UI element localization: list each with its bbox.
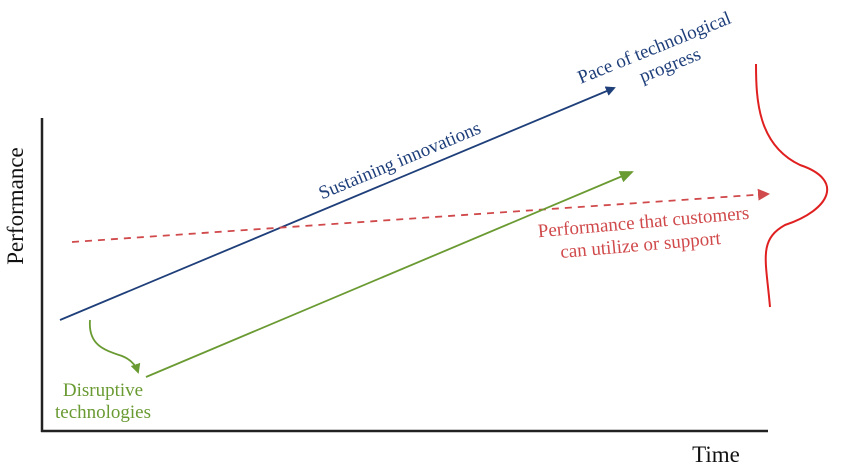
disruptive-technologies-arrow [145,171,634,378]
sustaining-innovations-label: Sustaining innovations [316,118,484,204]
customer-distribution-curve [755,63,829,308]
y-axis-label: Performance [3,147,28,265]
technological-progress-arrow [59,86,616,321]
disruption-curved-arrow [89,319,141,374]
disruptive-label-line1: Disruptive [63,380,143,401]
disruptive-label-line2: technologies [55,402,151,423]
x-axis-label: Time [692,442,740,467]
